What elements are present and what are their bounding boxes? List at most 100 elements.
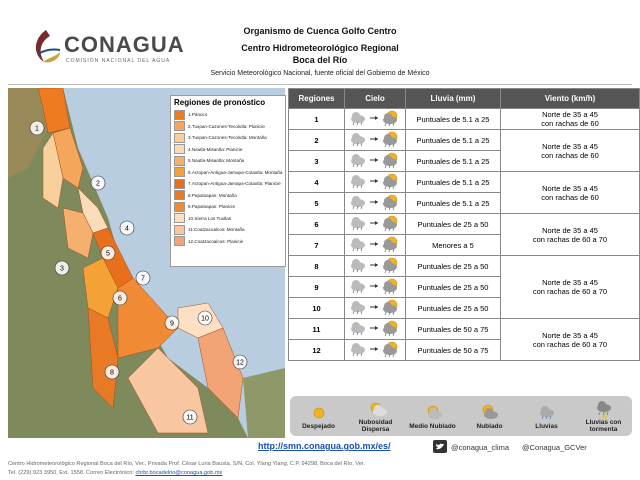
legend-swatch — [174, 236, 185, 247]
sky-cell — [344, 108, 406, 130]
map-legend-title: Regiones de pronóstico — [174, 98, 266, 107]
legend-row: 1.Pánuco — [174, 109, 285, 121]
sky-legend: Despejado Nubosidad Dispersa Medio Nublado… — [290, 396, 632, 436]
legend-icon — [313, 407, 324, 418]
marker — [232, 354, 248, 370]
address: Centro Hidrometeorológico Regional Boca … — [8, 461, 365, 467]
marker — [182, 409, 198, 425]
legend-label: Medio Nublado — [409, 422, 456, 430]
region-cell: 8 — [288, 255, 345, 277]
wind-cell: Norte de 35 a 45 con rachas de 60 — [500, 108, 640, 130]
marker-label: 12 — [236, 360, 244, 367]
legend-row: 6.Actopan-Antigua-Jamapa-Cotaxtla: Monta… — [174, 167, 285, 179]
sky-icons — [351, 278, 398, 295]
legend-icon — [596, 401, 611, 419]
logo-text: CONAGUA — [64, 32, 185, 57]
sky-icons — [351, 320, 398, 337]
legend-swatch — [174, 213, 185, 224]
sky-cell — [344, 213, 406, 235]
region-cell: 5 — [288, 192, 345, 214]
sky-icons — [351, 131, 398, 148]
handle: @Conagua_GCVer — [522, 443, 587, 452]
legend-swatch — [174, 144, 185, 155]
rain-cell: Puntuales de 5.1 a 25 — [405, 108, 501, 130]
legend-label: 7.Actopan-Antigua-Jamapa-Cotaxtla: Plani… — [188, 181, 281, 187]
region-area — [82, 257, 119, 319]
rain-cell: Menores a 5 — [405, 234, 501, 256]
legend-label: 2.Tuxpan-Cazones-Tecolutla: Planicie — [188, 123, 265, 129]
legend-label: 6.Actopan-Antigua-Jamapa-Cotaxtla: Monta… — [188, 169, 283, 175]
wind-line: Norte de 35 a 45 — [542, 278, 598, 287]
rain-cell: Puntuales de 25 a 50 — [405, 297, 501, 319]
service: Servicio Meteorológico Nacional, fuente … — [210, 70, 430, 77]
legend-label: Despejado — [302, 422, 335, 430]
wind-cell: Norte de 35 a 45 con rachas de 60 a 70 — [500, 213, 640, 256]
wind-line: con rachas de 60 — [541, 192, 599, 202]
sky-cell — [344, 297, 406, 319]
legend-label: 4.Nautla-Misantla: Planicie — [188, 146, 243, 152]
marker — [90, 175, 106, 191]
contact: Tel. (229) 923 3950, Ext. 1558. Correo E… — [8, 470, 222, 476]
table-row: 5 Puntuales de 5.1 a 25 — [288, 192, 640, 214]
region-cell: 12 — [288, 339, 345, 361]
wind-line: Norte de 35 a 45 — [542, 225, 598, 235]
sky-cell — [344, 171, 406, 193]
sky-icons — [351, 152, 398, 169]
wind-line: con rachas de 60 a 70 — [532, 339, 608, 349]
wind-line: con rachas de 60 — [541, 119, 599, 128]
table-row: 1 Puntuales de 5.1 a 25 Norte de 35 a 45 co… — [288, 108, 640, 130]
wind-line: Norte de 35 a 45 — [542, 110, 598, 119]
table-row: 2 Puntuales de 5.1 a 25 Norte de 35 a 45 co… — [288, 129, 640, 172]
email[interactable]: chrbr.bocadelrio@conagua.gob.mx — [135, 470, 223, 476]
column-header: Lluvia (mm) — [405, 88, 501, 109]
location: Boca del Río — [292, 55, 348, 65]
column-header: Cielo — [344, 88, 406, 109]
sky-icons — [351, 194, 398, 211]
legend-row: 10.Sierra Los Tuxtlas — [174, 213, 285, 225]
marker-label: 7 — [141, 276, 145, 283]
wind-cell: Norte de 35 a 45 con rachas de 60 — [500, 129, 640, 172]
legend-icon — [370, 402, 387, 416]
region-cell: 9 — [288, 276, 345, 298]
marker — [104, 364, 120, 380]
title: Organismo de Cuenca Golfo Centro — [243, 26, 397, 36]
legend-icon — [427, 405, 442, 419]
legend-row: 7.Actopan-Antigua-Jamapa-Cotaxtla: Plani… — [174, 178, 285, 190]
region-area — [87, 307, 119, 409]
legend-swatch — [174, 121, 185, 132]
legend-row: 2.Tuxpan-Cazones-Tecolutla: Planicie — [174, 121, 285, 133]
marker-label: 3 — [60, 266, 64, 273]
legend-swatch — [174, 167, 185, 178]
marker — [197, 310, 213, 326]
sky-cell — [344, 192, 406, 214]
sky-cell — [344, 276, 406, 298]
rain-cell: Puntuales de 25 a 50 — [405, 255, 501, 277]
land-east — [243, 368, 285, 438]
table-wrap: Regiones Cielo Lluvia (mm) Viento (km/h) 1 Pu… — [288, 88, 640, 361]
marker-label: 5 — [106, 251, 110, 258]
legend-item: Nublado — [461, 403, 518, 430]
wind-line: con rachas de 60 a 70 — [532, 287, 608, 296]
marker-label: 1 — [35, 126, 39, 133]
rain-cell: Puntuales de 50 a 75 — [405, 318, 501, 340]
sky-cell — [344, 318, 406, 340]
marker — [29, 120, 45, 136]
url[interactable]: http://smn.conagua.gob.mx/es/ — [258, 441, 391, 451]
region-area — [42, 132, 64, 209]
legend-icon — [539, 405, 554, 419]
legend-label: 11.Coatzacoalcos: Montaña — [188, 227, 245, 233]
marker-label: 9 — [170, 321, 174, 328]
sky-cell — [344, 339, 406, 361]
marker-label: 11 — [186, 415, 193, 422]
wind-cell: Norte de 35 a 45 con rachas de 60 a 70 — [500, 318, 640, 361]
region-cell: 3 — [288, 150, 345, 172]
table-row: 12 Puntuales de 50 a 75 — [288, 339, 640, 361]
sky-icons — [351, 215, 398, 232]
divider — [8, 84, 632, 85]
region-cell: 6 — [288, 213, 345, 235]
legend-swatch — [174, 132, 185, 143]
wind-cell: Norte de 35 a 45 con rachas de 60 a 70 — [500, 255, 640, 319]
legend-label: Lluvias con tormenta — [585, 419, 622, 433]
legend-swatch — [174, 155, 185, 166]
